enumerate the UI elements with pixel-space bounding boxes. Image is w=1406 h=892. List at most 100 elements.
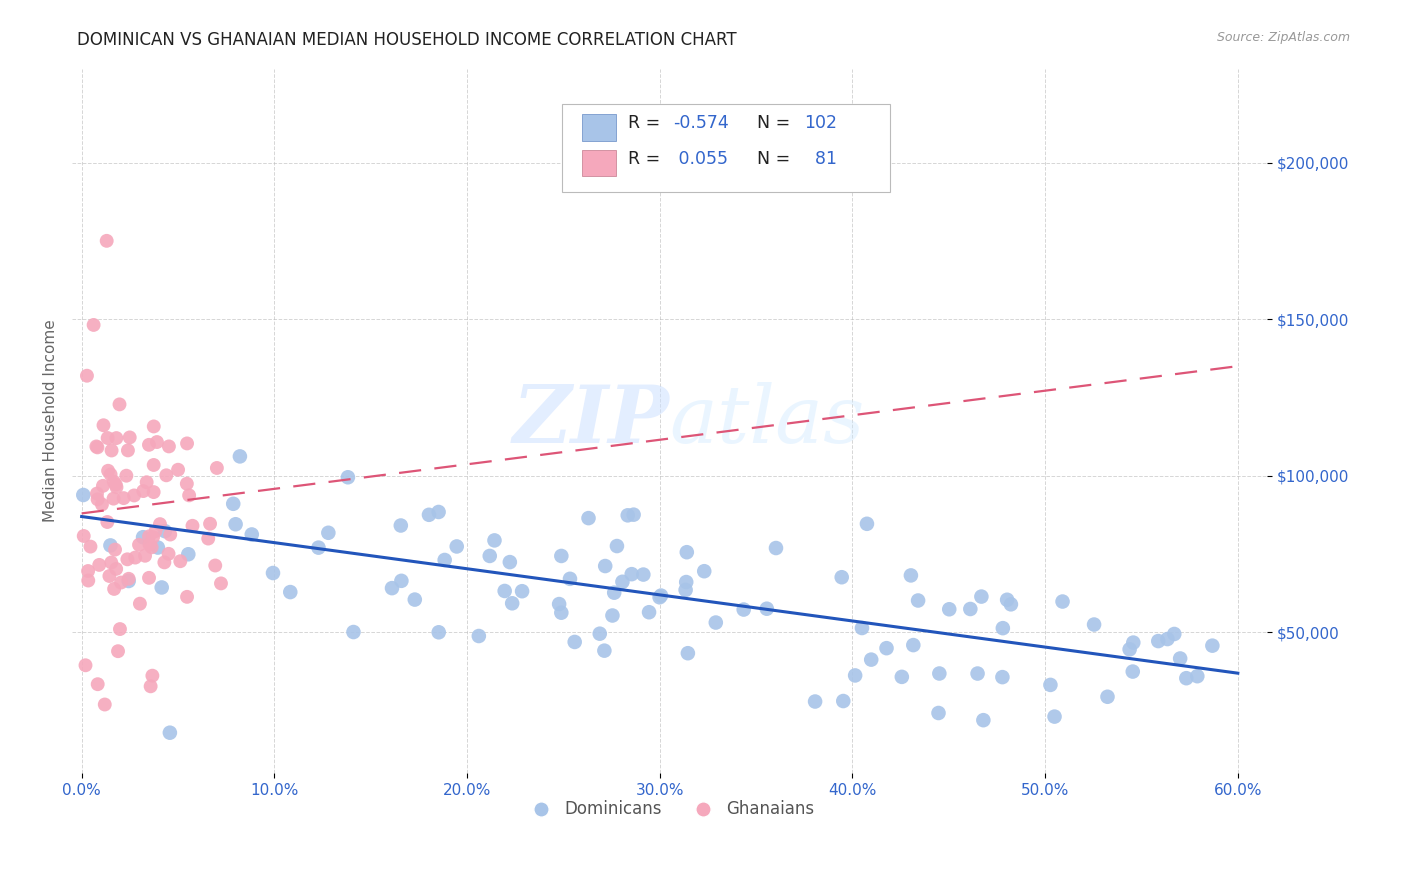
- Point: [79, 540, 101, 554]
- Point: [167, 463, 190, 477]
- Point: [100, 467, 122, 482]
- FancyBboxPatch shape: [582, 150, 616, 177]
- Point: [494, 584, 516, 599]
- Point: [903, 638, 925, 652]
- Point: [222, 497, 245, 511]
- Point: [229, 450, 252, 464]
- Point: [179, 488, 201, 502]
- Point: [197, 532, 219, 546]
- Point: [86, 441, 108, 455]
- Point: [117, 552, 139, 566]
- Point: [499, 555, 522, 569]
- Point: [146, 541, 169, 555]
- Point: [856, 516, 879, 531]
- Point: [138, 571, 160, 585]
- Point: [638, 605, 661, 619]
- Point: [204, 558, 226, 573]
- Point: [510, 584, 533, 599]
- Point: [1201, 639, 1223, 653]
- Text: R =: R =: [627, 151, 659, 169]
- Point: [83, 318, 105, 332]
- Point: [959, 602, 981, 616]
- Point: [381, 581, 404, 595]
- Point: [132, 530, 155, 544]
- FancyBboxPatch shape: [562, 103, 890, 192]
- Point: [146, 435, 169, 450]
- Point: [308, 541, 330, 555]
- Point: [105, 431, 128, 445]
- Text: DOMINICAN VS GHANAIAN MEDIAN HOUSEHOLD INCOME CORRELATION CHART: DOMINICAN VS GHANAIAN MEDIAN HOUSEHOLD I…: [77, 31, 737, 49]
- Point: [1043, 709, 1066, 723]
- Text: N =: N =: [756, 151, 790, 169]
- Point: [427, 505, 450, 519]
- Point: [1083, 617, 1105, 632]
- Point: [844, 668, 866, 682]
- Point: [118, 430, 141, 444]
- Point: [1052, 594, 1074, 608]
- Point: [620, 567, 643, 582]
- Point: [97, 464, 120, 478]
- Point: [468, 629, 491, 643]
- Point: [336, 470, 359, 484]
- Point: [578, 511, 600, 525]
- Point: [96, 234, 118, 248]
- Point: [832, 694, 855, 708]
- Point: [550, 606, 572, 620]
- Point: [900, 568, 922, 582]
- Text: N =: N =: [756, 114, 790, 132]
- Point: [755, 601, 778, 615]
- Point: [991, 670, 1014, 684]
- Point: [134, 549, 156, 563]
- Point: [77, 574, 100, 588]
- Point: [142, 530, 165, 544]
- Point: [91, 479, 114, 493]
- Point: [907, 593, 929, 607]
- Point: [389, 518, 412, 533]
- Point: [262, 566, 284, 580]
- Point: [100, 556, 122, 570]
- Point: [676, 646, 699, 660]
- Point: [91, 498, 114, 512]
- Point: [177, 547, 200, 561]
- Text: atlas: atlas: [669, 383, 865, 459]
- Point: [141, 541, 163, 555]
- Point: [342, 625, 364, 640]
- Point: [157, 547, 180, 561]
- Point: [675, 575, 697, 590]
- Point: [675, 582, 697, 597]
- Point: [159, 725, 181, 739]
- Point: [966, 666, 988, 681]
- Point: [675, 545, 697, 559]
- Point: [117, 443, 139, 458]
- Point: [995, 592, 1018, 607]
- Point: [142, 485, 165, 500]
- Point: [108, 622, 131, 636]
- Point: [612, 574, 634, 589]
- Point: [860, 652, 883, 666]
- Point: [558, 572, 581, 586]
- Point: [104, 477, 127, 491]
- Point: [851, 621, 873, 635]
- Point: [693, 564, 716, 578]
- Point: [142, 458, 165, 472]
- Point: [404, 592, 426, 607]
- Point: [139, 679, 162, 693]
- Point: [169, 554, 191, 568]
- Text: 102: 102: [804, 114, 838, 132]
- Point: [76, 368, 98, 383]
- Point: [132, 484, 155, 499]
- Point: [176, 590, 198, 604]
- Text: ZIP: ZIP: [513, 383, 669, 459]
- Point: [100, 443, 122, 458]
- Point: [427, 625, 450, 640]
- Point: [484, 533, 506, 548]
- Point: [153, 524, 176, 538]
- Point: [128, 538, 150, 552]
- Point: [181, 518, 204, 533]
- Text: 81: 81: [804, 151, 838, 169]
- Text: R =: R =: [627, 114, 659, 132]
- Legend: Dominicans, Ghanaians: Dominicans, Ghanaians: [517, 794, 821, 825]
- Point: [97, 431, 120, 445]
- Point: [278, 585, 301, 599]
- Point: [972, 713, 994, 727]
